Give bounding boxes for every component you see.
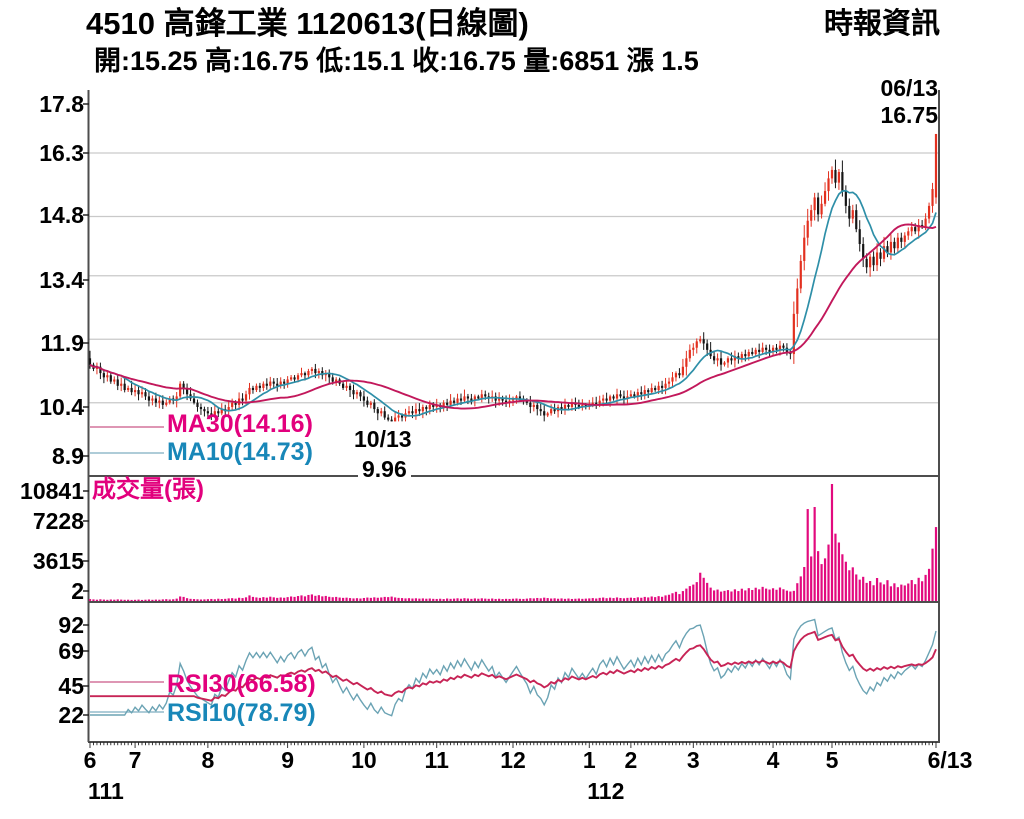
svg-text:16.3: 16.3 (39, 140, 84, 166)
annotation-low-date: 10/13 (354, 426, 412, 452)
svg-text:10.4: 10.4 (39, 394, 84, 420)
annotation-low-value: 9.96 (358, 458, 411, 481)
svg-text:7228: 7228 (33, 508, 84, 534)
volume-panel-label: 成交量(張) (92, 476, 204, 503)
svg-text:9: 9 (281, 747, 294, 773)
rsi30-legend: RSI30(66.58) (167, 670, 316, 698)
svg-text:22: 22 (58, 702, 84, 728)
svg-text:112: 112 (587, 778, 624, 804)
svg-text:5: 5 (826, 747, 839, 773)
svg-text:13.4: 13.4 (39, 267, 84, 293)
annotation-high-date: 06/13 (880, 75, 938, 101)
ma30-legend: MA30(14.16) (167, 410, 313, 438)
rsi-panel (90, 618, 937, 717)
svg-text:69: 69 (58, 638, 84, 664)
svg-text:45: 45 (58, 673, 84, 699)
price-panel (88, 133, 938, 422)
svg-text:4: 4 (767, 747, 780, 773)
svg-text:11: 11 (425, 747, 450, 773)
svg-text:8.9: 8.9 (52, 443, 84, 469)
svg-text:2: 2 (71, 578, 84, 604)
svg-text:10: 10 (351, 747, 377, 773)
svg-text:17.8: 17.8 (39, 91, 84, 117)
volume-panel (88, 484, 938, 601)
svg-text:3615: 3615 (33, 548, 84, 574)
annotation-high-value: 16.75 (880, 102, 938, 128)
svg-text:11.9: 11.9 (41, 330, 85, 356)
svg-text:12: 12 (500, 747, 526, 773)
page-title: 4510 高鋒工業 1120613(日線圖) (86, 6, 529, 41)
svg-text:6/13: 6/13 (928, 747, 973, 773)
svg-text:3: 3 (687, 747, 700, 773)
ohlc-quote-line: 開:15.25 高:16.75 低:15.1 收:16.75 量:6851 漲 … (94, 46, 699, 76)
svg-text:1: 1 (583, 747, 596, 773)
ma10-legend: MA10(14.73) (167, 438, 313, 466)
y-axis-labels: 17.8 16.3 14.8 13.4 11.9 10.4 8.9 10841 7228 3615… (20, 91, 89, 728)
svg-text:10841: 10841 (20, 478, 84, 504)
svg-text:6: 6 (84, 747, 97, 773)
svg-text:14.8: 14.8 (39, 202, 84, 228)
svg-text:111: 111 (88, 778, 124, 804)
svg-text:8: 8 (201, 747, 214, 773)
svg-text:92: 92 (58, 612, 84, 638)
svg-text:7: 7 (129, 747, 142, 773)
svg-text:2: 2 (624, 747, 637, 773)
data-source-label: 時報資訊 (823, 8, 940, 40)
rsi10-legend: RSI10(78.79) (167, 699, 316, 727)
